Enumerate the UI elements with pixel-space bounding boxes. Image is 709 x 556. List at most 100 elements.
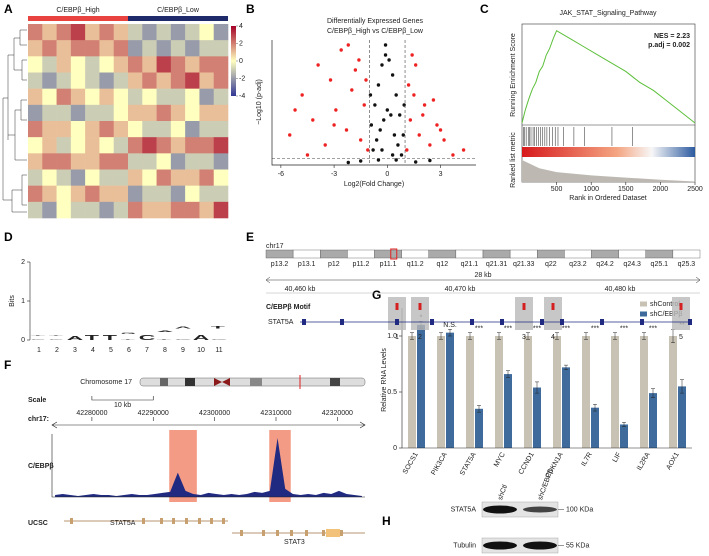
significance: *** bbox=[475, 325, 483, 332]
point bbox=[405, 148, 409, 152]
x-tick-label: 42320000 bbox=[322, 410, 353, 417]
point bbox=[401, 133, 405, 137]
exon bbox=[302, 319, 306, 325]
heat-cell bbox=[56, 137, 72, 154]
row-label: Tubulin bbox=[453, 542, 476, 549]
point bbox=[369, 123, 374, 127]
point bbox=[442, 138, 446, 142]
heat-cell bbox=[142, 137, 157, 154]
exon bbox=[640, 319, 644, 325]
point bbox=[431, 98, 436, 102]
point bbox=[399, 153, 404, 157]
significance: *** bbox=[649, 325, 657, 332]
heat-cell bbox=[70, 104, 86, 122]
heat-cell bbox=[56, 121, 72, 138]
heat-cell bbox=[28, 88, 43, 106]
ideogram-band bbox=[455, 249, 484, 259]
exon bbox=[500, 319, 504, 325]
point bbox=[293, 108, 297, 112]
heat-cell bbox=[142, 88, 157, 106]
x-tick-label: 42280000 bbox=[76, 410, 107, 417]
heat-cell bbox=[42, 121, 57, 138]
heat-cell bbox=[170, 121, 186, 138]
site-box bbox=[411, 297, 429, 330]
heat-cell bbox=[156, 72, 172, 89]
motif-mark bbox=[395, 303, 399, 310]
heat-cell bbox=[213, 88, 229, 106]
exon bbox=[430, 319, 434, 325]
chrom-label: chr17: bbox=[28, 416, 49, 423]
heat-cell bbox=[213, 72, 229, 89]
bar bbox=[582, 336, 590, 448]
error-bar bbox=[439, 332, 443, 340]
marker-label: 55 KDa bbox=[566, 542, 589, 549]
scale-tick-label: -2 bbox=[239, 75, 245, 82]
ideogram-band bbox=[645, 249, 674, 259]
band-label: p13.1 bbox=[298, 261, 316, 268]
lane-label: shCtl bbox=[497, 484, 509, 502]
heat-cell bbox=[56, 104, 72, 122]
heat-cell bbox=[185, 169, 200, 186]
motif-letter: T bbox=[121, 340, 135, 341]
heat-cell bbox=[70, 169, 86, 186]
heat-cell bbox=[128, 72, 143, 89]
heat-cell bbox=[28, 24, 43, 41]
exon bbox=[326, 529, 340, 537]
scale-tick-label: 0 bbox=[239, 58, 243, 65]
point bbox=[412, 93, 416, 97]
panel-label: B bbox=[246, 2, 255, 16]
y-tick-label: 1 bbox=[21, 298, 25, 305]
exon bbox=[395, 319, 399, 325]
axes bbox=[401, 308, 692, 449]
heat-cell bbox=[42, 137, 57, 154]
point bbox=[362, 103, 366, 107]
heat-cell bbox=[128, 40, 143, 57]
heat-cell bbox=[113, 104, 129, 122]
point bbox=[357, 58, 361, 62]
band bbox=[483, 505, 517, 514]
heat-cell bbox=[42, 201, 57, 219]
site-box bbox=[515, 297, 533, 330]
heat-cell bbox=[156, 88, 172, 106]
x-tick-label: 2 bbox=[55, 347, 59, 354]
heat-cell bbox=[28, 169, 43, 186]
site-number: 5 bbox=[679, 334, 683, 341]
point bbox=[428, 158, 432, 163]
x-tick-label: 500 bbox=[551, 186, 563, 193]
heat-cell bbox=[142, 121, 157, 138]
band bbox=[483, 541, 517, 550]
heat-cell bbox=[85, 169, 100, 186]
heat-cell bbox=[85, 104, 100, 122]
heat-cell bbox=[213, 121, 229, 138]
motif-mark bbox=[418, 303, 422, 310]
point bbox=[422, 103, 427, 107]
heat-cell bbox=[113, 72, 129, 89]
band bbox=[523, 506, 557, 513]
scale-label: Scale bbox=[28, 397, 46, 404]
significance: *** bbox=[504, 325, 512, 332]
bar bbox=[437, 336, 445, 448]
heat-cell bbox=[113, 201, 129, 219]
source-label: UCSC bbox=[28, 520, 48, 527]
motif-mark bbox=[522, 303, 526, 310]
site-box bbox=[544, 297, 562, 330]
band-label: q21.33 bbox=[513, 261, 535, 268]
error-bar bbox=[497, 332, 501, 340]
ideogram-band bbox=[185, 378, 195, 386]
heat-cell bbox=[199, 201, 215, 219]
group-bar bbox=[28, 16, 128, 21]
motif-letter: A bbox=[67, 335, 84, 341]
x-tick-label: 1500 bbox=[618, 186, 634, 193]
heat-cell bbox=[99, 153, 115, 170]
band-label: q22 bbox=[545, 261, 557, 268]
heat-cell bbox=[113, 24, 129, 41]
band bbox=[523, 541, 557, 550]
x-tick-label: MYC bbox=[493, 451, 507, 468]
heat-cell bbox=[56, 153, 72, 170]
heat-cell bbox=[156, 121, 172, 138]
point bbox=[305, 153, 310, 157]
point bbox=[408, 118, 413, 122]
point bbox=[300, 93, 304, 97]
heat-cell bbox=[70, 72, 86, 89]
point bbox=[288, 133, 292, 137]
